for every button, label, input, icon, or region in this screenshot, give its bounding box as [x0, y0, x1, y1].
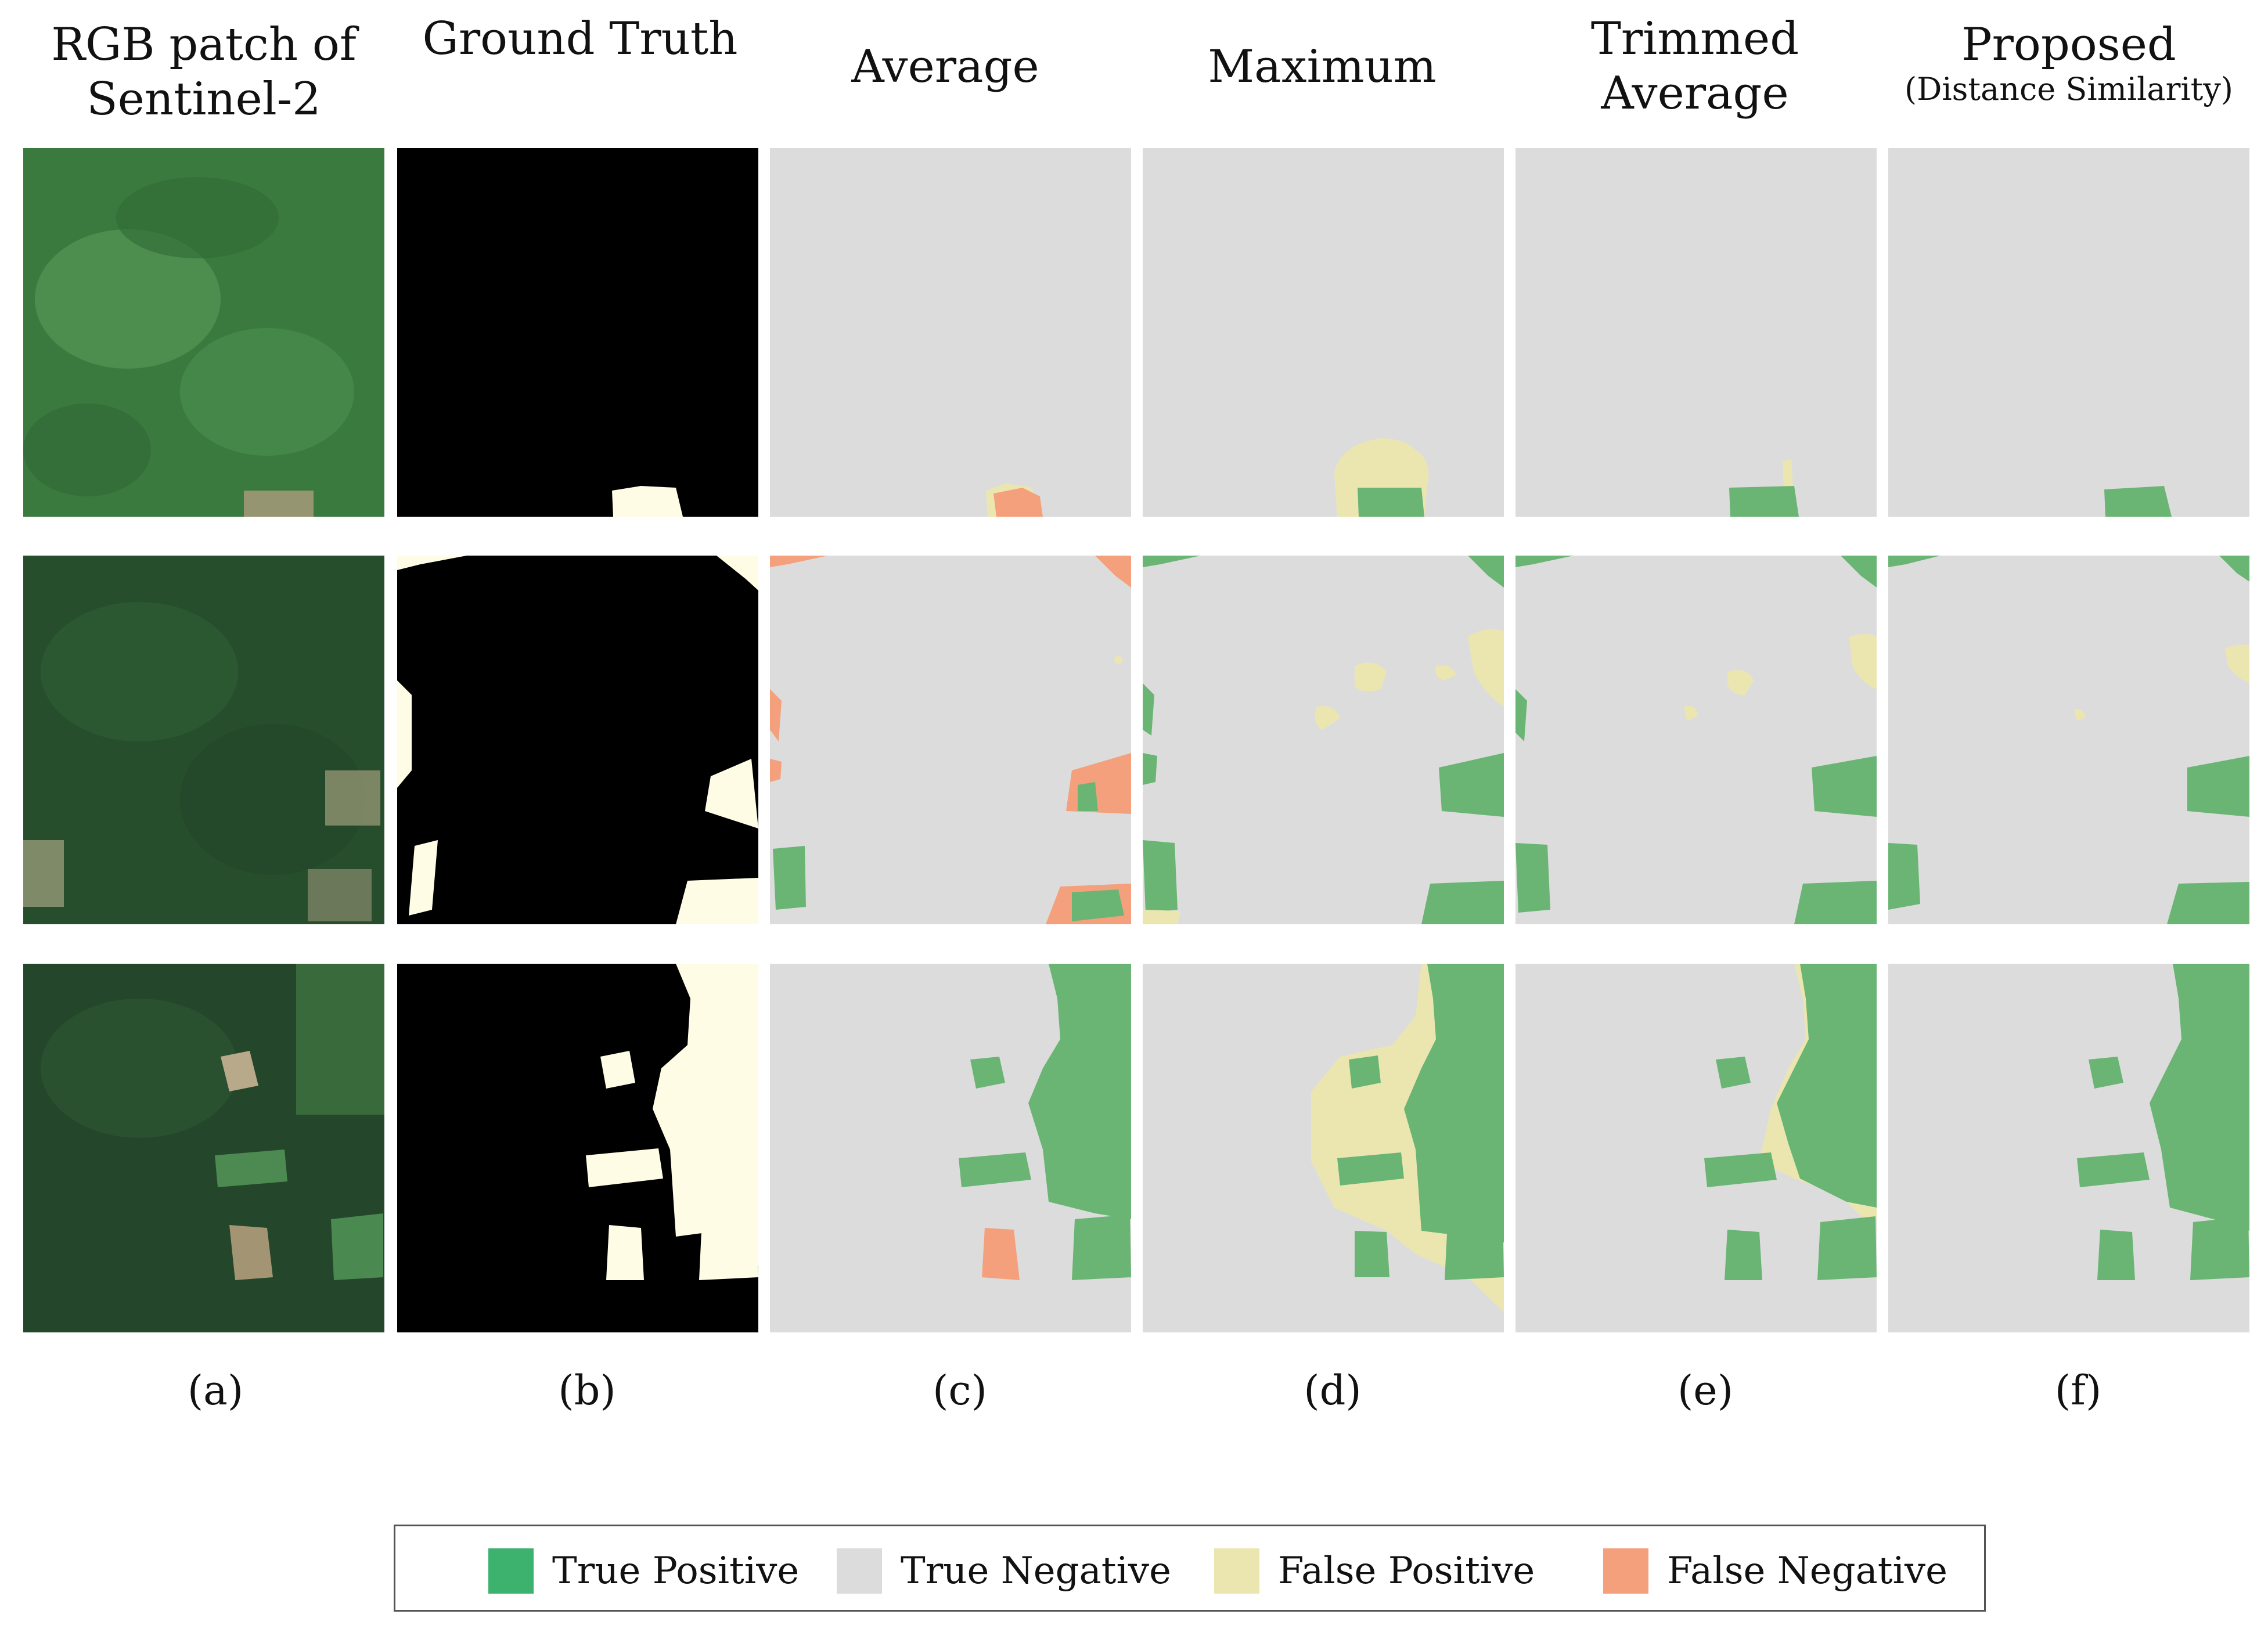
legend-label-false-negative: False Negative: [1667, 1550, 1947, 1592]
caption-a: (a): [187, 1367, 244, 1414]
legend-swatch-false-positive: [1214, 1548, 1259, 1594]
column-header-proposed: Proposed (Distance Similarity): [1888, 17, 2249, 107]
caption-b: (b): [558, 1367, 616, 1414]
caption-f: (f): [2054, 1367, 2102, 1414]
panel-row3-trimmed-average: [1515, 964, 1877, 1332]
column-header-ground-truth: Ground Truth: [399, 12, 761, 66]
panel-row1-rgb: [23, 148, 384, 517]
panel-row3-maximum: [1143, 964, 1504, 1332]
panel-row1-average: [770, 148, 1131, 517]
panel-row2-trimmed-average: [1515, 556, 1877, 924]
column-header-rgb: RGB patch of Sentinel-2: [23, 17, 384, 127]
panel-row2-proposed: [1888, 556, 2249, 924]
legend-item-true-positive: True Positive: [488, 1548, 800, 1594]
panel-row3-rgb: [23, 964, 384, 1332]
caption-d: (d): [1304, 1367, 1362, 1414]
column-header-average: Average: [765, 39, 1126, 94]
legend-label-false-positive: False Positive: [1278, 1550, 1535, 1592]
panel-row2-maximum: [1143, 556, 1504, 924]
panel-row3-proposed: [1888, 964, 2249, 1332]
legend: True Positive True Negative False Positi…: [394, 1525, 1986, 1612]
column-header-ground-truth-title: Ground Truth: [422, 13, 738, 65]
panel-row1-proposed: [1888, 148, 2249, 517]
caption-e: (e): [1677, 1367, 1734, 1414]
panel-row3-ground-truth: [397, 964, 758, 1332]
legend-swatch-false-negative: [1603, 1548, 1648, 1594]
legend-swatch-true-negative: [837, 1548, 882, 1594]
column-header-proposed-subtitle: (Distance Similarity): [1905, 71, 2233, 107]
column-header-rgb-title: RGB patch of Sentinel-2: [51, 19, 357, 125]
legend-item-false-positive: False Positive: [1214, 1548, 1535, 1594]
legend-label-true-positive: True Positive: [552, 1550, 800, 1592]
panel-row1-maximum: [1143, 148, 1504, 517]
panel-row1-ground-truth: [397, 148, 758, 517]
caption-c: (c): [933, 1367, 987, 1414]
legend-item-true-negative: True Negative: [837, 1548, 1171, 1594]
legend-swatch-true-positive: [488, 1548, 534, 1594]
panel-row2-average: [770, 556, 1131, 924]
legend-label-true-negative: True Negative: [901, 1550, 1171, 1592]
column-header-maximum: Maximum: [1142, 39, 1503, 94]
column-header-proposed-title: Proposed: [1961, 19, 2176, 71]
column-header-average-title: Average: [851, 41, 1039, 93]
panel-row3-average: [770, 964, 1131, 1332]
column-header-maximum-title: Maximum: [1208, 41, 1437, 93]
panel-row2-rgb: [23, 556, 384, 924]
legend-item-false-negative: False Negative: [1603, 1548, 1947, 1594]
panel-row2-ground-truth: [397, 556, 758, 924]
column-header-trimmed-average-title: Trimmed Average: [1590, 13, 1799, 120]
column-header-trimmed-average: Trimmed Average: [1514, 12, 1875, 121]
panel-row1-trimmed-average: [1515, 148, 1877, 517]
